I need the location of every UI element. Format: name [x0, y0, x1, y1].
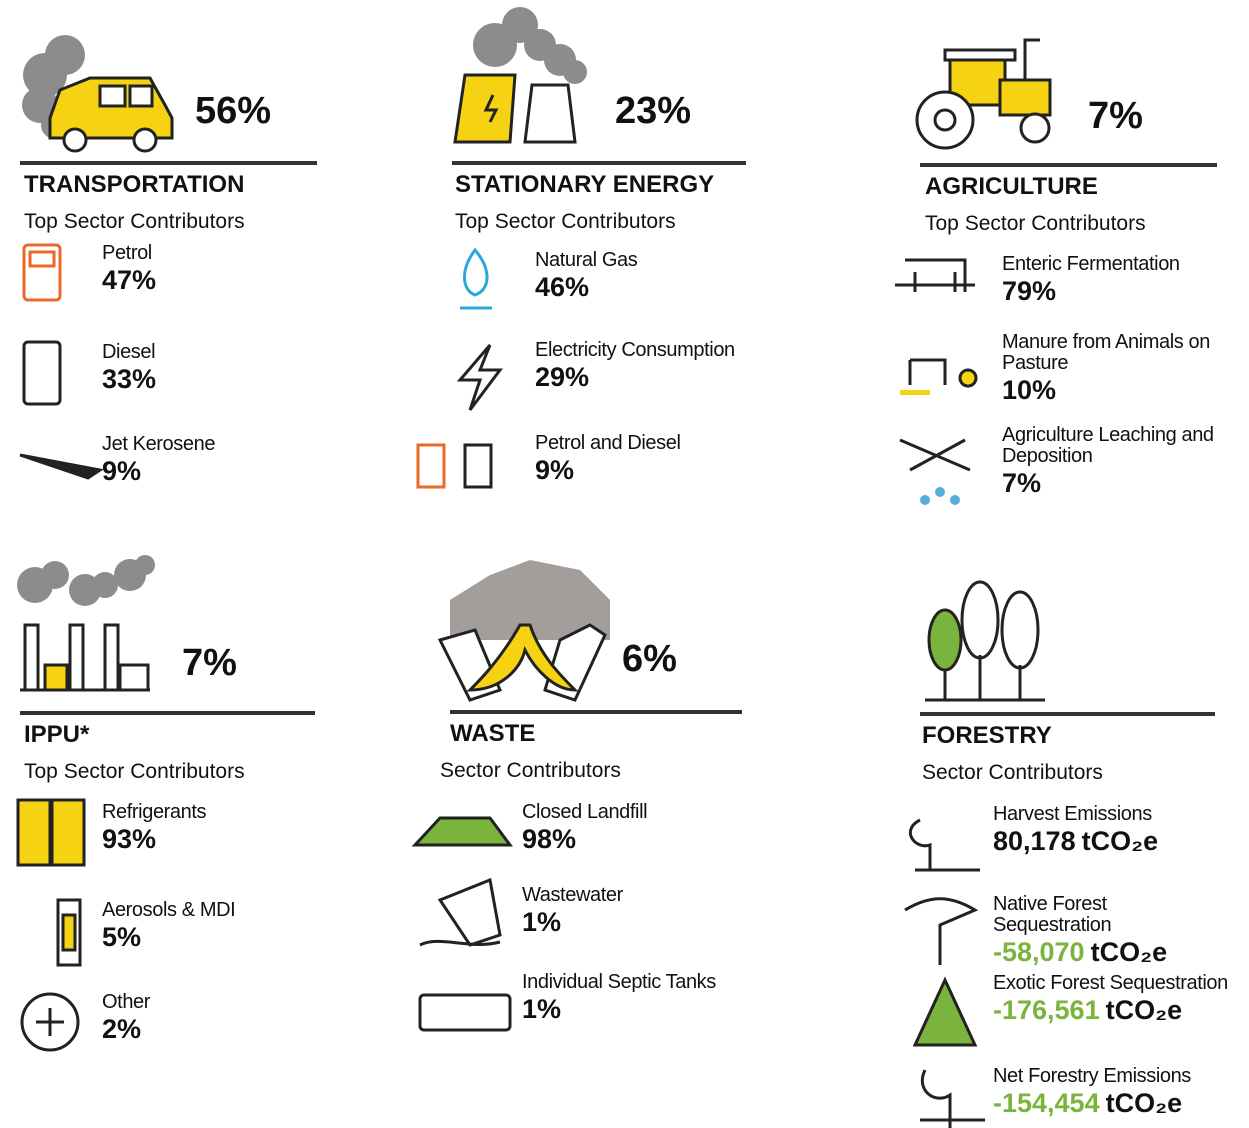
contributor-label: Exotic Forest Sequestration — [993, 973, 1228, 994]
contributor-value-row: 98% — [522, 823, 757, 855]
contributor-value-row: 33% — [102, 363, 337, 395]
contributor-value: 10% — [1002, 375, 1056, 405]
contributor-value: 93% — [102, 824, 156, 854]
contributor-label: Individual Septic Tanks — [522, 972, 757, 993]
sector-percent: 7% — [182, 642, 237, 685]
contributor-value-row: 29% — [535, 361, 770, 393]
contributor-label: Enteric Fermentation — [1002, 254, 1237, 275]
contributor-value-row: 46% — [535, 271, 770, 303]
contributor-unit: tCO₂e — [1082, 826, 1159, 856]
contributor-value: 29% — [535, 362, 589, 392]
sector-subtitle: Top Sector Contributors — [455, 210, 676, 234]
sector-percent: 23% — [615, 90, 691, 133]
contributor-label: Petrol and Diesel — [535, 433, 770, 454]
contributor-value: 7% — [1002, 468, 1041, 498]
contributor-value: 9% — [102, 456, 141, 486]
contributor-label: Natural Gas — [535, 250, 770, 271]
contributor-label: Manure from Animals on Pasture — [1002, 332, 1237, 374]
sector-title: WASTE — [450, 720, 535, 748]
contributor-value: -58,070 — [993, 937, 1085, 967]
contributor-label: Closed Landfill — [522, 802, 757, 823]
contributor-label: Wastewater — [522, 885, 757, 906]
contributor-value-row: 1% — [522, 993, 757, 1025]
sector-percent: 56% — [195, 90, 271, 133]
contributor-value: 79% — [1002, 276, 1056, 306]
contributor-unit: tCO₂e — [1091, 937, 1168, 967]
contributor-label: Diesel — [102, 342, 337, 363]
contributor-label: Refrigerants — [102, 802, 337, 823]
contributor-label: Petrol — [102, 243, 337, 264]
contributor-value: 2% — [102, 1014, 141, 1044]
contributor-value: 47% — [102, 265, 156, 295]
sector-percent: 7% — [1088, 95, 1143, 138]
contributor-value: 9% — [535, 455, 574, 485]
contributor-value: 33% — [102, 364, 156, 394]
contributor-value-row: 5% — [102, 921, 337, 953]
contributor-value: 5% — [102, 922, 141, 952]
contributor-label: Aerosols & MDI — [102, 900, 337, 921]
contributor-value-row: 9% — [535, 454, 770, 486]
contributor-value: -176,561 — [993, 995, 1100, 1025]
sector-title: IPPU* — [24, 721, 89, 749]
sector-subtitle: Sector Contributors — [440, 759, 621, 783]
contributor-value: 1% — [522, 994, 561, 1024]
sector-percent: 6% — [622, 638, 677, 681]
contributor-label: Other — [102, 992, 337, 1013]
sector-subtitle: Sector Contributors — [922, 761, 1103, 785]
contributor-value: 46% — [535, 272, 589, 302]
contributor-value: 1% — [522, 907, 561, 937]
contributor-unit: tCO₂e — [1106, 1088, 1183, 1118]
sector-title: TRANSPORTATION — [24, 171, 244, 199]
contributor-value-row: 2% — [102, 1013, 337, 1045]
contributor-label: Native Forest Sequestration — [993, 894, 1228, 936]
contributor-value: -154,454 — [993, 1088, 1100, 1118]
contributor-value: 98% — [522, 824, 576, 854]
contributor-label: Net Forestry Emissions — [993, 1066, 1228, 1087]
sector-subtitle: Top Sector Contributors — [24, 760, 245, 784]
contributor-value-row: 47% — [102, 264, 337, 296]
contributor-value-row: 7% — [1002, 467, 1237, 499]
contributor-value-row: 1% — [522, 906, 757, 938]
sector-title: FORESTRY — [922, 722, 1052, 750]
sector-title: STATIONARY ENERGY — [455, 171, 714, 199]
contributor-value-row: 93% — [102, 823, 337, 855]
sector-subtitle: Top Sector Contributors — [24, 210, 245, 234]
contributor-label: Electricity Consumption — [535, 340, 770, 361]
contributor-value-row: 9% — [102, 455, 337, 487]
contributor-value: 80,178 — [993, 826, 1076, 856]
contributor-value-row: 10% — [1002, 374, 1237, 406]
infographic: 56% TRANSPORTATION Top Sector Contributors… — [0, 0, 1249, 1128]
contributor-label: Harvest Emissions — [993, 804, 1228, 825]
contributor-label: Agriculture Leaching and Deposition — [1002, 425, 1237, 467]
contributor-unit: tCO₂e — [1106, 995, 1183, 1025]
sector-title: AGRICULTURE — [925, 173, 1098, 201]
contributor-label: Jet Kerosene — [102, 434, 337, 455]
sector-subtitle: Top Sector Contributors — [925, 212, 1146, 236]
contributor-value-row: 79% — [1002, 275, 1237, 307]
